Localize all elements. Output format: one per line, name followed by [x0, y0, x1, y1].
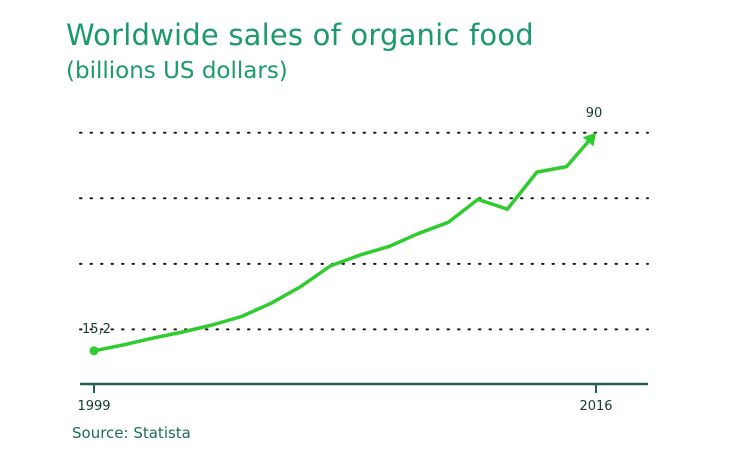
data-label-start: 15,2 [82, 322, 111, 337]
chart-title: Worldwide sales of organic food [66, 18, 534, 52]
source-note: Source: Statista [72, 424, 191, 442]
series-line [92, 138, 592, 353]
chart-subtitle: (billions US dollars) [66, 58, 288, 84]
x-tick-label-1999: 1999 [77, 399, 110, 414]
data-label-end: 90 [586, 106, 603, 121]
x-tick-label-2016: 2016 [579, 399, 612, 414]
data-point-1999 [89, 346, 99, 356]
arrow-head [582, 132, 596, 147]
